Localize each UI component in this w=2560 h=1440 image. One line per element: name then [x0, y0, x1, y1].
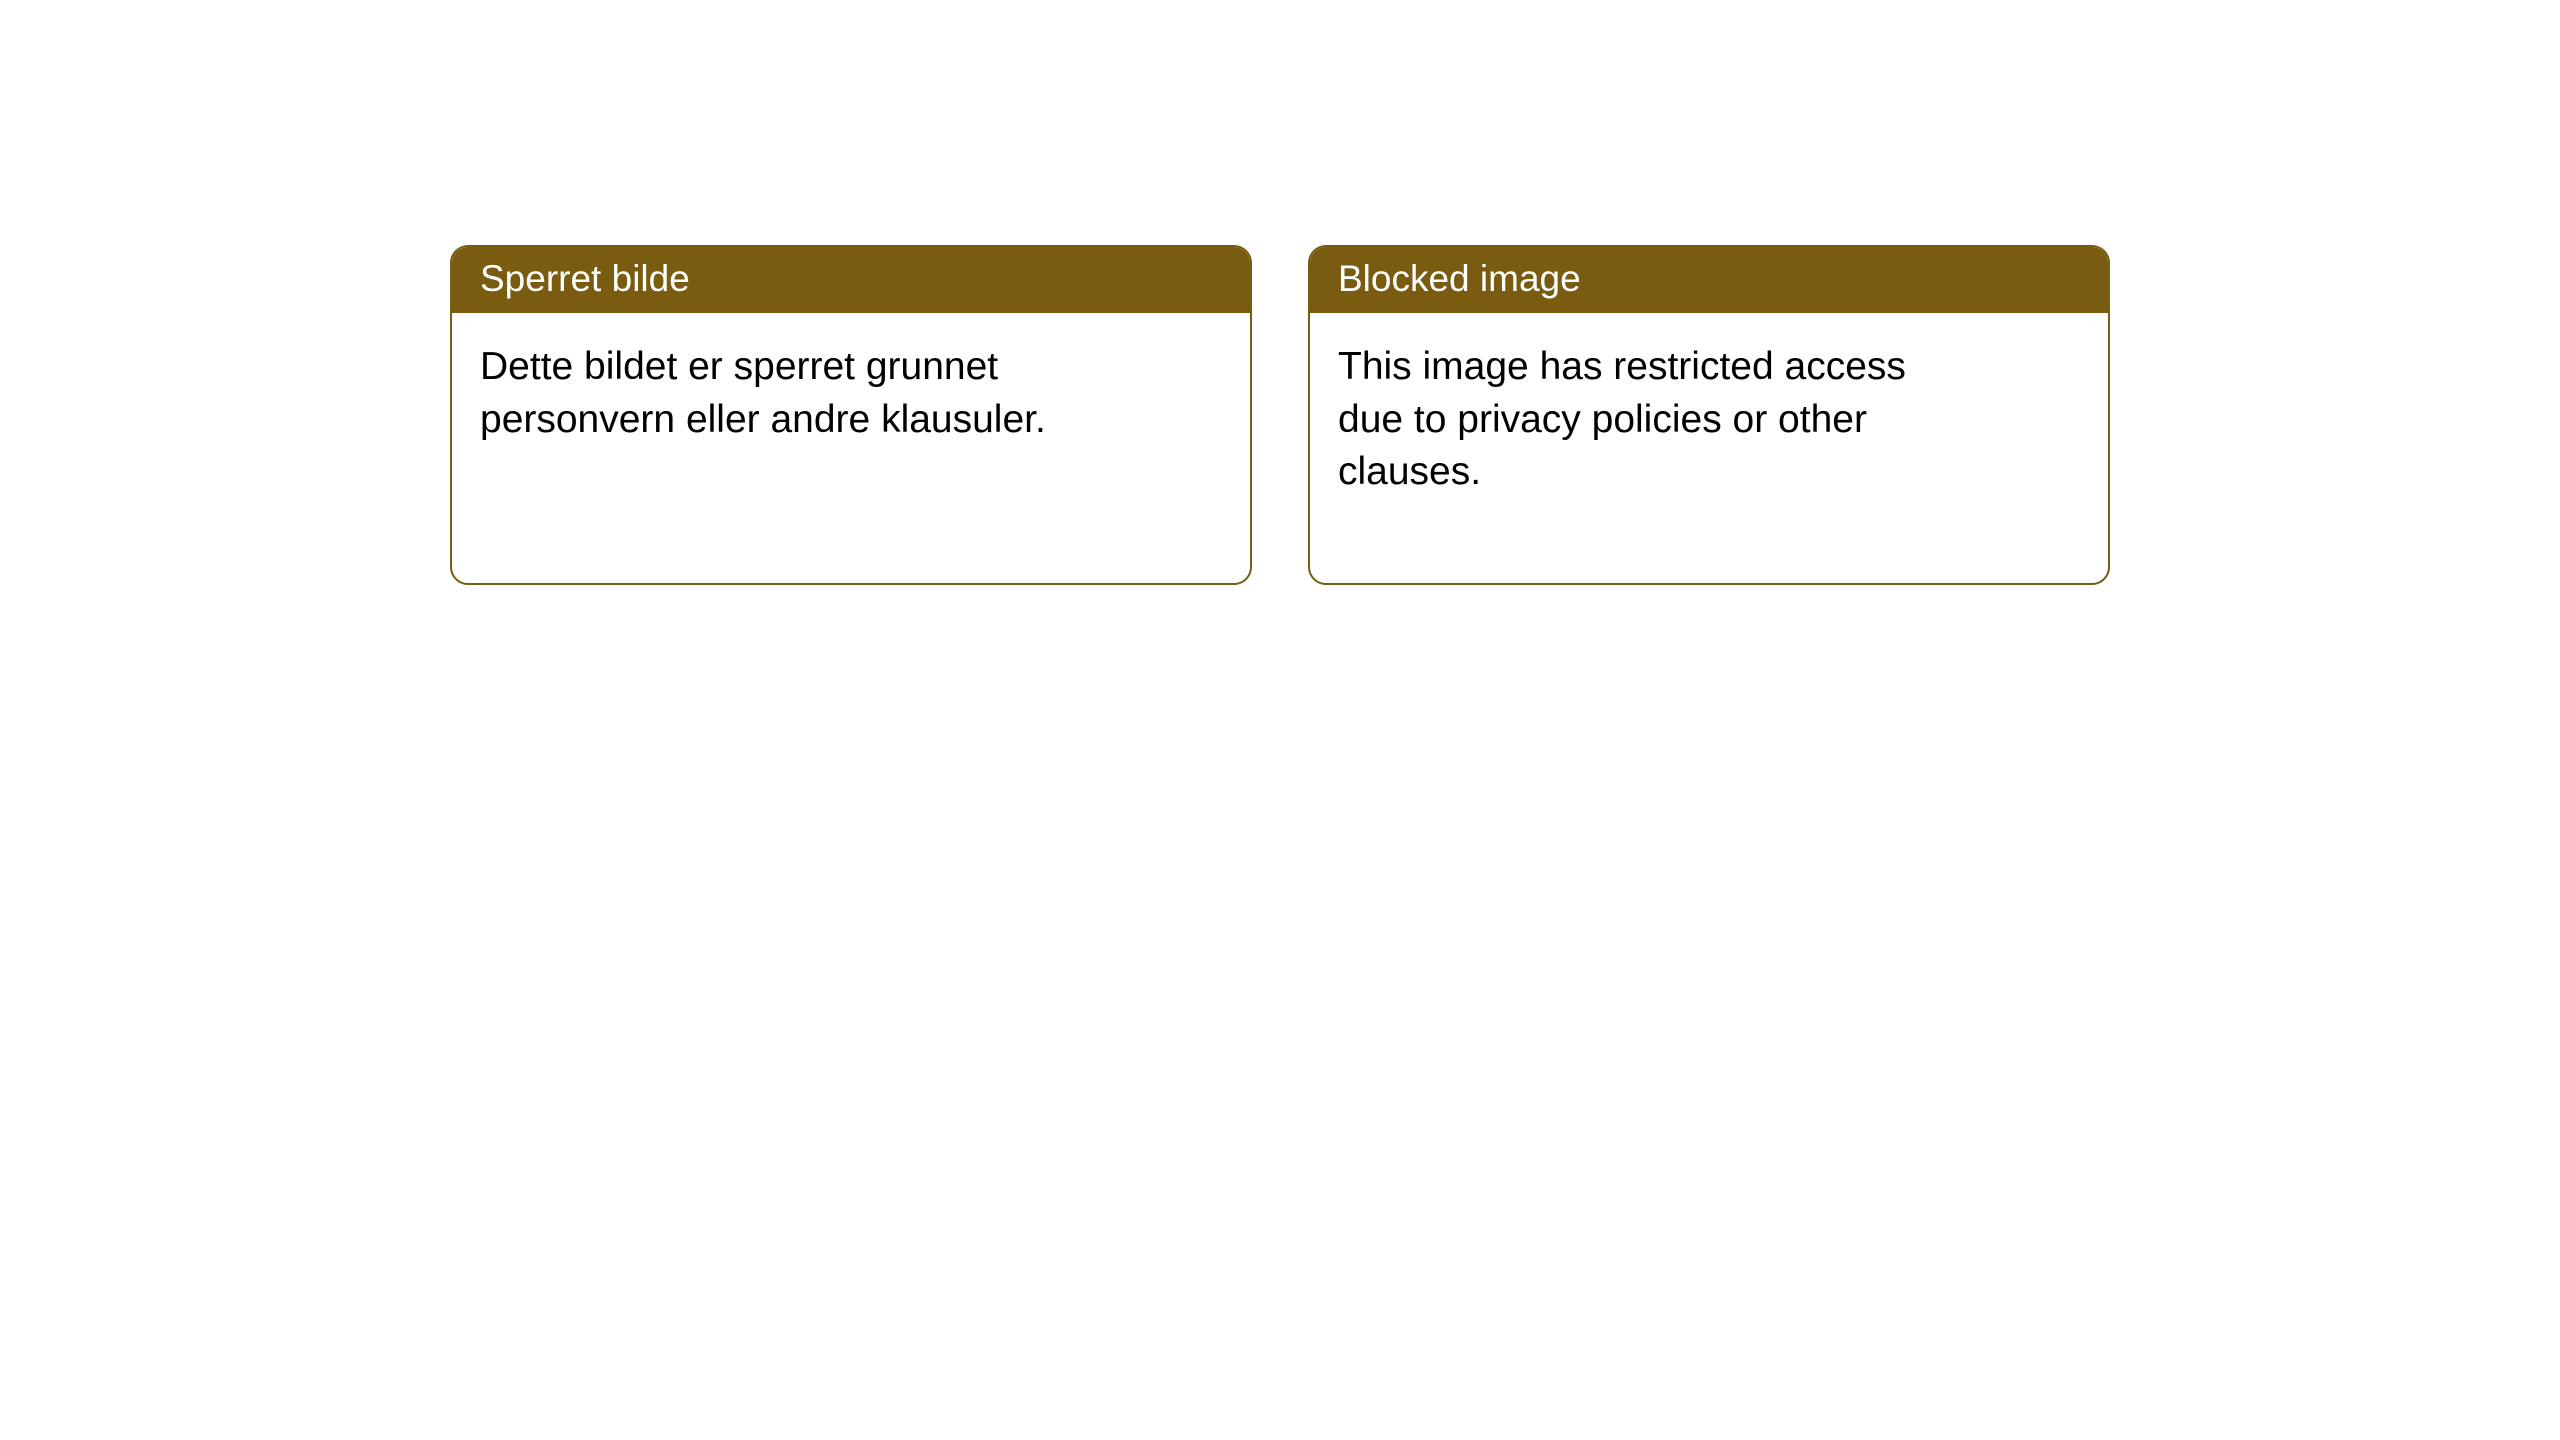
notice-card-english: Blocked image This image has restricted … [1308, 245, 2110, 585]
notice-body-english: This image has restricted access due to … [1310, 313, 2108, 583]
notice-card-norwegian: Sperret bilde Dette bildet er sperret gr… [450, 245, 1252, 585]
notice-header-english: Blocked image [1310, 247, 2108, 313]
notice-text-norwegian: Dette bildet er sperret grunnet personve… [480, 341, 1120, 446]
notice-header-norwegian: Sperret bilde [452, 247, 1250, 313]
notice-container: Sperret bilde Dette bildet er sperret gr… [0, 0, 2560, 585]
notice-body-norwegian: Dette bildet er sperret grunnet personve… [452, 313, 1250, 583]
notice-text-english: This image has restricted access due to … [1338, 341, 1978, 499]
